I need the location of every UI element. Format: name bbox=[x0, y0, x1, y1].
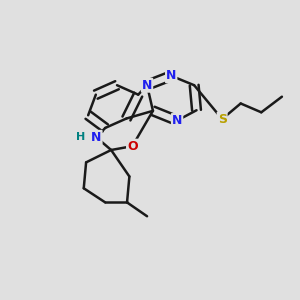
Text: N: N bbox=[142, 79, 152, 92]
Text: O: O bbox=[127, 140, 138, 153]
Text: N: N bbox=[166, 69, 176, 82]
Text: S: S bbox=[218, 112, 226, 126]
Text: N: N bbox=[91, 131, 102, 144]
Text: H: H bbox=[76, 132, 85, 142]
Text: N: N bbox=[172, 114, 182, 127]
